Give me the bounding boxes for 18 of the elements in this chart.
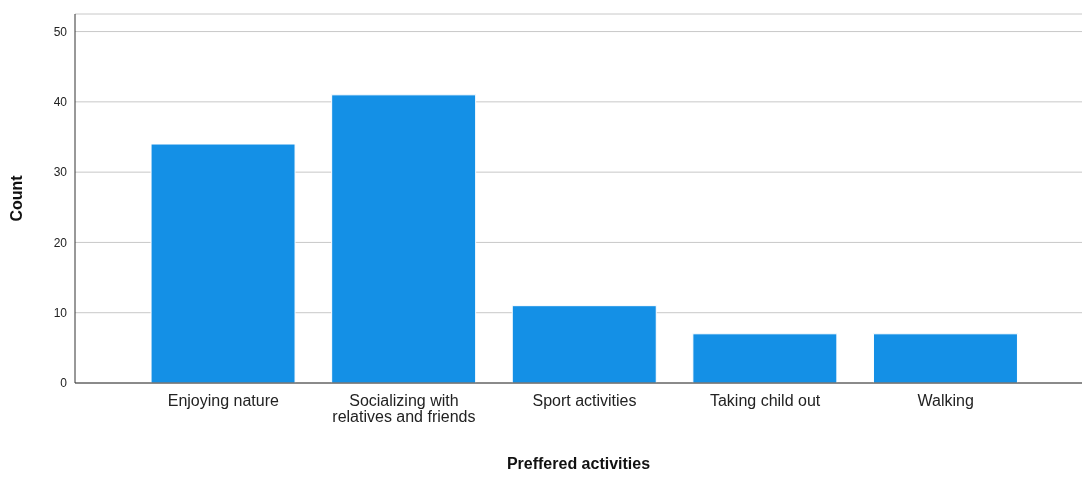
x-tick-label: Taking child out xyxy=(709,392,821,410)
y-tick-label: 30 xyxy=(53,165,68,180)
x-tick-label: Sport activities xyxy=(532,392,637,410)
y-tick-label: 20 xyxy=(53,235,68,250)
x-axis-title: Preffered activities xyxy=(506,455,651,472)
bar xyxy=(150,143,296,383)
y-tick-label: 50 xyxy=(53,24,68,39)
bar xyxy=(692,333,838,383)
bar xyxy=(331,94,477,383)
y-tick-label: 0 xyxy=(60,376,68,391)
x-tick-label: Walking xyxy=(917,392,974,410)
y-tick-label: 40 xyxy=(53,95,68,110)
bar xyxy=(511,305,657,383)
x-tick-label: Enjoying nature xyxy=(167,392,279,410)
x-tick-label: Socializing with relatives and friends xyxy=(332,392,476,426)
y-axis-title: Count xyxy=(7,174,25,222)
bar xyxy=(872,333,1018,383)
y-tick-label: 10 xyxy=(53,305,68,320)
